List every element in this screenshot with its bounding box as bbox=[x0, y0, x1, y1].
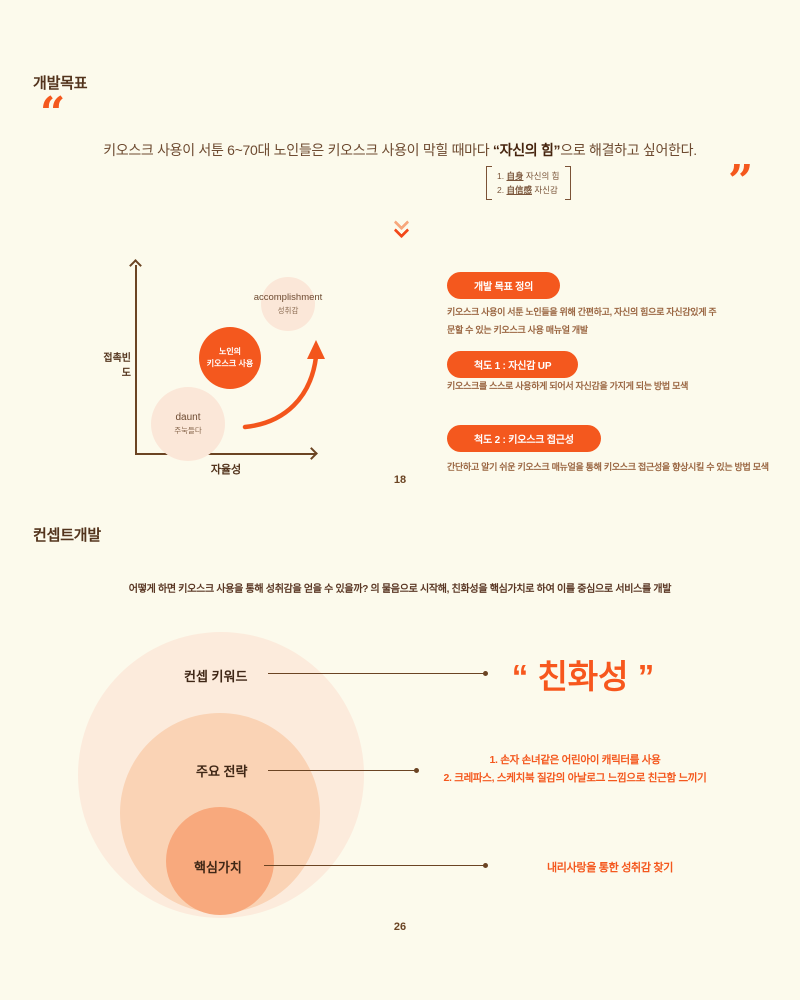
x-axis-label: 자율성 bbox=[210, 464, 242, 476]
bubble-daunt: daunt 주눅들다 bbox=[151, 387, 225, 461]
bubble-accomplishment-title: accomplishment bbox=[253, 292, 323, 303]
bubble-daunt-title: daunt bbox=[175, 412, 201, 423]
x-axis bbox=[135, 453, 315, 455]
growth-arrow bbox=[242, 340, 325, 430]
ring-label-concept-keyword: 컨셉 키워드 bbox=[184, 669, 248, 684]
main-quote: 키오스크 사용이 서툰 6~70대 노인들은 키오스크 사용이 막힐 때마다 “… bbox=[0, 140, 800, 160]
core-value-text: 내리사랑을 통한 성취감 찾기 bbox=[546, 862, 674, 874]
quote-text-post: 으로 해결하고 싶어한다. bbox=[560, 142, 697, 158]
goal-panel: 개발 목표 정의 키오스크 사용이 서툰 노인들을 위해 간편하고, 자신의 힘… bbox=[447, 272, 787, 482]
ring-label-main-strategy: 주요 전략 bbox=[196, 764, 248, 779]
ring-label-core-value: 핵심가치 bbox=[194, 860, 242, 875]
section2-heading: 컨셉트개발 bbox=[33, 527, 102, 544]
note-num: 1. bbox=[497, 171, 505, 181]
quote-text-pre: 키오스크 사용이 서툰 6~70대 노인들은 키오스크 사용이 막힐 때마다 bbox=[103, 142, 493, 158]
bubble-kiosk-line2: 키오스크 사용 bbox=[206, 359, 254, 368]
connector-line-strategy bbox=[268, 768, 419, 773]
y-axis bbox=[135, 265, 137, 455]
bubble-accomplishment-subtitle: 성취감 bbox=[277, 306, 299, 315]
strategy-item-1: 1. 손자 손녀같은 어린아이 캐릭터를 사용 bbox=[489, 754, 661, 766]
scale2-pill: 척도 2 : 키오스크 접근성 bbox=[447, 425, 601, 452]
goal-definition-pill: 개발 목표 정의 bbox=[447, 272, 561, 299]
note-num: 2. bbox=[497, 185, 505, 195]
note-hanja: 自身 bbox=[506, 171, 524, 181]
strategy-item-2: 2. 크레파스, 스케치북 질감의 아날로그 느낌으로 친근함 느끼기 bbox=[443, 771, 707, 784]
bubble-accomplishment: accomplishment 성취감 bbox=[254, 277, 322, 331]
scale2-body: 간단하고 알기 쉬운 키오스크 매뉴얼을 통해 키오스크 접근성을 향상시킬 수… bbox=[447, 462, 769, 472]
hanja-note: 1. 自身 자신의 힘 2. 自信感 자신감 bbox=[486, 166, 571, 200]
section2-intro: 어떻게 하면 키오스크 사용을 통해 성취감을 얻을 수 있을까? 의 물음으로… bbox=[128, 584, 672, 595]
close-quote-icon: ” bbox=[728, 156, 754, 207]
concept-keyword-value: “ 친화성 ” bbox=[511, 658, 655, 695]
ring-core-value bbox=[166, 807, 274, 915]
note-item-2: 2. 自信感 자신감 bbox=[497, 183, 560, 197]
connector-line-corevalue bbox=[264, 863, 488, 868]
bubble-daunt-subtitle: 주눅들다 bbox=[174, 426, 202, 435]
bubble-kiosk-line1: 노인의 bbox=[218, 347, 242, 356]
connector-line-keyword bbox=[268, 671, 488, 676]
bubble-chart: 접촉빈도 자율성 daunt 주눅들다 노인의 키오스크 사용 accompli… bbox=[95, 253, 340, 493]
scale1-body: 키오스크를 스스로 사용하게 되어서 자신감을 가지게 되는 방법 모색 bbox=[447, 381, 689, 391]
y-axis-arrow-icon bbox=[129, 259, 142, 272]
note-text: 자신감 bbox=[531, 185, 558, 195]
quote-text-bold: “자신의 힘” bbox=[492, 142, 561, 158]
open-quote-icon: “ bbox=[40, 88, 66, 139]
section1-heading: 개발목표 bbox=[33, 75, 88, 92]
scale1-pill: 척도 1 : 자신감 UP bbox=[447, 351, 579, 378]
bubble-kiosk-use: 노인의 키오스크 사용 bbox=[199, 327, 261, 389]
page-number-26: 26 bbox=[393, 921, 407, 933]
y-axis-label: 접촉빈도 bbox=[103, 353, 131, 379]
page-number-18: 18 bbox=[393, 474, 407, 486]
main-strategy-list: 1. 손자 손녀같은 어린아이 캐릭터를 사용 2. 크레파스, 스케치북 질감… bbox=[425, 752, 725, 787]
note-hanja: 自信感 bbox=[506, 185, 532, 195]
x-axis-arrow-icon bbox=[305, 447, 318, 460]
note-item-1: 1. 自身 자신의 힘 bbox=[497, 169, 560, 183]
double-chevron-down-icon bbox=[393, 214, 414, 243]
goal-definition-body: 키오스크 사용이 서툰 노인들을 위해 간편하고, 자신의 힘으로 자신감있게 … bbox=[447, 307, 717, 335]
note-text: 자신의 힘 bbox=[523, 171, 560, 181]
